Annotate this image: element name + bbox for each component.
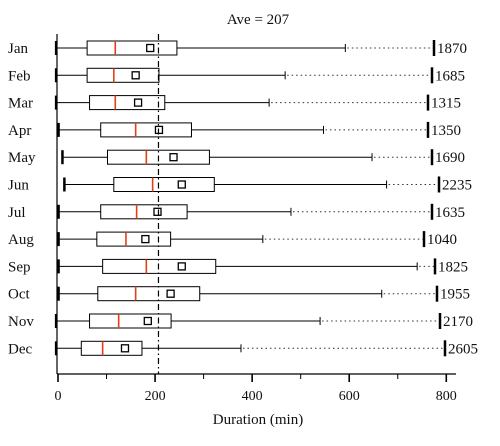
month-label: Jul — [8, 205, 26, 221]
box-row-apr: Apr 1350 — [8, 121, 461, 139]
box-row-dec: Dec 2605 — [8, 340, 478, 357]
iqr-box — [86, 67, 160, 83]
max-label: 1685 — [435, 68, 465, 84]
max-label: 1955 — [440, 287, 470, 303]
iqr-box — [86, 40, 178, 56]
mean-marker — [133, 98, 143, 107]
x-tick-label: 600 — [339, 389, 360, 404]
plot-area: Jan 1870 Feb 1685 Mar 1315 Apr 1350 May 1690 Jun 22… — [8, 34, 478, 374]
month-label: Nov — [8, 314, 34, 330]
iqr-box — [89, 95, 166, 111]
month-label: Dec — [8, 341, 32, 357]
box-row-nov: Nov 2170 — [8, 313, 473, 330]
max-label: 2235 — [442, 178, 472, 194]
max-label: 1350 — [431, 123, 461, 139]
x-tick-label: 200 — [145, 389, 166, 404]
max-label: 1870 — [437, 41, 467, 57]
box-row-oct: Oct 1955 — [8, 285, 470, 303]
max-label: 1315 — [431, 96, 461, 112]
mean-marker — [177, 180, 186, 189]
month-label: Jan — [8, 41, 28, 57]
box-row-aug: Aug 1040 — [8, 231, 457, 248]
mean-marker — [143, 316, 152, 326]
mean-marker — [141, 234, 150, 244]
iqr-box — [100, 204, 188, 220]
iqr-box — [80, 340, 143, 356]
x-axis-title: Duration (min) — [213, 412, 303, 428]
box-row-jan: Jan 1870 — [8, 40, 467, 57]
box-row-may: May 1690 — [8, 149, 465, 166]
box-row-jul: Jul 1635 — [8, 203, 465, 221]
iqr-box — [113, 177, 215, 192]
max-label: 1825 — [438, 259, 468, 275]
x-axis: 0 200 400 600 800 — [55, 34, 457, 404]
mean-marker — [177, 262, 186, 271]
iqr-box — [96, 231, 172, 247]
month-label: Feb — [8, 68, 31, 84]
month-label: Aug — [8, 232, 34, 248]
mean-marker — [153, 207, 162, 216]
month-label: Jun — [8, 178, 29, 194]
max-label: 2605 — [448, 341, 478, 357]
box-row-sep: Sep 1825 — [8, 258, 468, 275]
month-label: May — [8, 150, 36, 166]
max-label: 1690 — [435, 150, 465, 166]
x-tick-label: 0 — [55, 389, 62, 404]
chart-title: Ave = 207 — [227, 12, 290, 28]
max-label: 2170 — [443, 314, 473, 330]
iqr-box — [100, 122, 192, 138]
mean-marker — [166, 289, 175, 298]
max-label: 1040 — [427, 232, 457, 248]
box-row-mar: Mar 1315 — [8, 94, 461, 112]
iqr-box — [102, 258, 217, 274]
month-label: Sep — [8, 259, 31, 275]
box-row-jun: Jun 2235 — [8, 176, 472, 194]
month-label: Apr — [8, 123, 31, 139]
box-row-feb: Feb 1685 — [8, 67, 465, 84]
x-tick-label: 400 — [242, 389, 263, 404]
month-label: Mar — [8, 96, 33, 112]
month-label: Oct — [8, 287, 30, 303]
max-label: 1635 — [435, 205, 465, 221]
iqr-box — [97, 286, 201, 302]
x-tick-label: 800 — [436, 389, 457, 404]
mean-marker — [146, 43, 155, 53]
mean-marker — [169, 153, 178, 162]
mean-marker — [131, 71, 140, 80]
mean-marker — [120, 344, 130, 353]
